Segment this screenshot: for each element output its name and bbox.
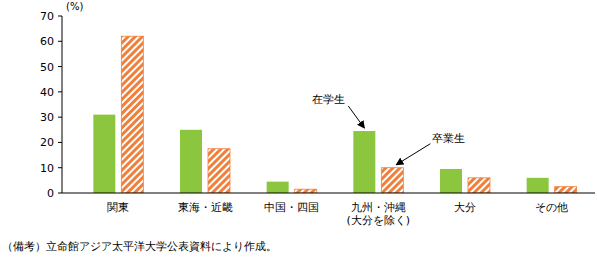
y-tick-label: 60 — [40, 35, 54, 48]
y-tick — [58, 66, 62, 67]
y-axis — [62, 16, 63, 193]
bar — [267, 182, 289, 193]
y-tick-label: 30 — [40, 111, 54, 124]
y-tick-label: 40 — [40, 86, 54, 99]
chart-container: 0 10 20 30 40 50 60 70 (%) 関東 東海・近畿 中国・四国 九州・沖縄(大分を除… — [0, 0, 597, 259]
y-axis-label: (%) — [66, 1, 83, 12]
y-tick — [58, 193, 62, 194]
y-tick — [58, 167, 62, 168]
x-tick-label: その他 — [535, 201, 568, 214]
y-tick — [58, 142, 62, 143]
y-tick — [58, 16, 62, 17]
bar — [295, 189, 317, 193]
y-tick-label: 50 — [40, 61, 54, 74]
x-tick-label: 関東 — [107, 201, 129, 214]
note: （備考）立命館アジア太平洋大学公表資料により作成。 — [2, 240, 277, 253]
chart: 0 10 20 30 40 50 60 70 (%) 関東 東海・近畿 中国・四国 九州・沖縄(大分を除… — [0, 0, 597, 259]
callout-arrow — [348, 106, 364, 128]
y-tick-label: 20 — [40, 136, 54, 149]
series-callout: 在学生 — [312, 93, 345, 106]
bars — [93, 36, 576, 193]
x-tick-label: 東海・近畿 — [178, 201, 233, 214]
y-tick — [58, 117, 62, 118]
x-tick-label: 大分 — [454, 201, 476, 214]
bar — [353, 131, 375, 193]
bar — [440, 169, 462, 193]
y-tick — [58, 41, 62, 42]
bar — [468, 178, 490, 193]
x-tick-label: 九州・沖縄(大分を除く) — [347, 201, 411, 227]
bar — [381, 168, 403, 193]
bar — [93, 115, 115, 193]
y-tick-label: 10 — [40, 162, 54, 175]
series-callout: 卒業生 — [432, 132, 465, 145]
callout-arrow — [396, 144, 430, 165]
bar — [121, 36, 143, 193]
bar — [208, 149, 230, 193]
bar — [555, 187, 577, 193]
bar — [180, 130, 202, 193]
y-tick-label: 70 — [40, 10, 54, 23]
bar — [527, 178, 549, 193]
x-axis — [62, 193, 595, 194]
y-tick-label: 0 — [47, 187, 54, 200]
x-tick-label: 中国・四国 — [264, 201, 319, 214]
y-tick — [58, 91, 62, 92]
